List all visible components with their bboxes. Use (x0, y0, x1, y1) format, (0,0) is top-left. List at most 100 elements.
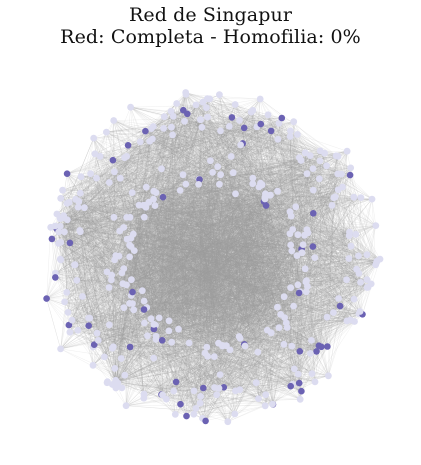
network-node-dark (140, 306, 148, 313)
network-node-light (235, 333, 243, 340)
network-node-light (298, 249, 306, 257)
network-node-light (277, 311, 284, 318)
network-node-light (101, 353, 108, 361)
network-node-light (269, 400, 276, 408)
network-node-dark (228, 114, 236, 121)
network-node-light (304, 229, 312, 237)
network-node-light (126, 241, 133, 249)
network-node-light (227, 153, 235, 160)
network-node-light (66, 328, 74, 336)
network-node-dark (109, 156, 117, 164)
network-node-light (231, 101, 239, 108)
network-node-light (126, 253, 133, 261)
network-node-light (93, 174, 100, 182)
network-node-light (376, 255, 384, 263)
network-node-light (150, 320, 158, 328)
network-node-light (280, 293, 288, 301)
network-node-light (128, 189, 136, 197)
network-node-light (308, 370, 316, 377)
network-node-light (77, 173, 85, 181)
network-node-light (115, 252, 123, 260)
network-node-light (85, 314, 92, 322)
network-node-light (198, 123, 206, 131)
network-node-light (167, 107, 175, 115)
network-node-light (151, 202, 159, 210)
network-node-light (357, 279, 364, 286)
network-node-light (110, 117, 118, 124)
network-node-dark (65, 321, 73, 329)
network-node-light (155, 314, 163, 322)
network-node-light (150, 354, 158, 362)
network-node-light (51, 222, 59, 230)
network-node-light (286, 230, 294, 238)
network-node-light (215, 384, 223, 392)
network-node-light (123, 214, 131, 221)
network-node-light (72, 195, 80, 203)
network-node-light (209, 169, 217, 176)
network-node-light (280, 340, 288, 348)
network-node-light (129, 230, 137, 238)
network-node-light (59, 186, 66, 194)
network-node-light (105, 321, 113, 329)
network-node-light (261, 402, 269, 410)
network-node-light (76, 228, 84, 236)
network-node-dark (298, 387, 305, 395)
network-node-light (311, 254, 319, 261)
network-node-light (123, 235, 131, 243)
network-node-light (252, 379, 260, 387)
network-node-light (64, 309, 72, 316)
network-node-light (229, 169, 237, 177)
network-node-light (293, 252, 301, 259)
network-node-light (301, 265, 309, 273)
network-node-light (267, 191, 274, 199)
network-node-light (352, 230, 360, 238)
network-node-light (149, 135, 156, 143)
chart-subtitle: Red: Completa - Homofilia: 0% (60, 26, 361, 48)
network-node-light (311, 378, 319, 386)
network-node-dark (313, 348, 320, 355)
network-node-light (302, 288, 310, 296)
network-node-light (140, 297, 148, 305)
network-node-light (173, 100, 181, 107)
network-node-light (165, 317, 173, 325)
network-node-dark (336, 302, 344, 310)
network-node-dark (240, 124, 248, 132)
network-node-light (309, 165, 317, 173)
network-node-light (368, 195, 376, 203)
network-node-light (74, 326, 82, 334)
network-node-light (63, 216, 71, 224)
network-node-dark (262, 202, 270, 209)
network-node-light (63, 200, 71, 207)
network-node-light (105, 284, 113, 291)
network-node-light (288, 247, 296, 255)
network-node-light (308, 337, 315, 344)
network-node-light (61, 298, 68, 306)
network-node-light (204, 113, 211, 121)
network-node-dark (287, 382, 295, 390)
network-node-light (290, 118, 298, 126)
network-node-light (287, 212, 295, 220)
network-node-light (204, 95, 211, 102)
network-node-dark (296, 348, 304, 355)
network-node-light (142, 183, 150, 191)
network-node-light (197, 393, 205, 400)
network-node-light (57, 256, 65, 264)
network-node-light (81, 204, 88, 212)
network-node-light (274, 187, 281, 195)
network-node-light (57, 194, 65, 202)
network-node-light (347, 164, 355, 172)
network-node-light (141, 201, 149, 209)
network-node-light (94, 337, 102, 344)
network-node-light (323, 313, 331, 321)
network-node-dark (310, 210, 317, 217)
network-node-light (316, 157, 324, 165)
network-node-light (249, 180, 257, 188)
network-node-dark (158, 337, 166, 344)
network-node-light (256, 95, 264, 103)
network-node-light (160, 113, 168, 121)
network-node-light (294, 131, 301, 138)
network-node-light (103, 379, 111, 387)
network-node-light (140, 213, 148, 221)
network-node-light (345, 255, 353, 262)
